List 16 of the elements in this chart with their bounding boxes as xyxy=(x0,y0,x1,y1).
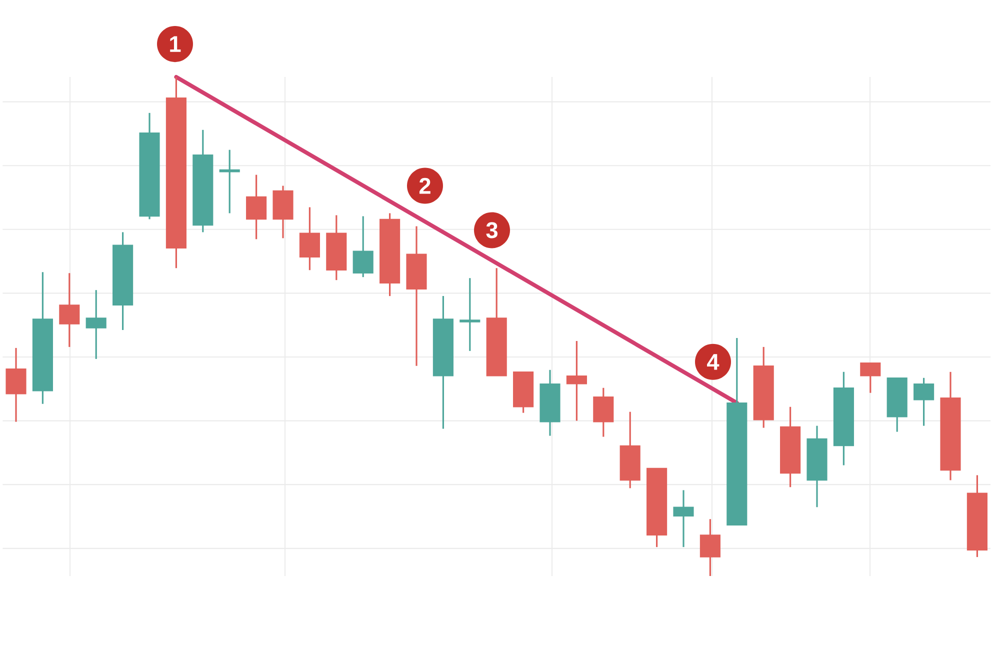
candlestick xyxy=(460,277,480,352)
annotation: 4 xyxy=(707,354,720,370)
candlestick xyxy=(673,489,694,548)
candlestick xyxy=(59,272,80,348)
candlestick xyxy=(860,362,881,394)
annotation: 2 xyxy=(419,178,430,194)
text: 1 xyxy=(170,36,181,52)
candlestick xyxy=(914,377,934,427)
candlestick xyxy=(700,518,720,577)
candlestick xyxy=(219,149,240,214)
candlestick xyxy=(86,289,106,360)
candlestick xyxy=(246,174,267,240)
annotation: 3 xyxy=(486,222,498,238)
candlestick xyxy=(352,215,374,278)
candlestick xyxy=(299,206,320,271)
candlestick xyxy=(566,340,587,422)
